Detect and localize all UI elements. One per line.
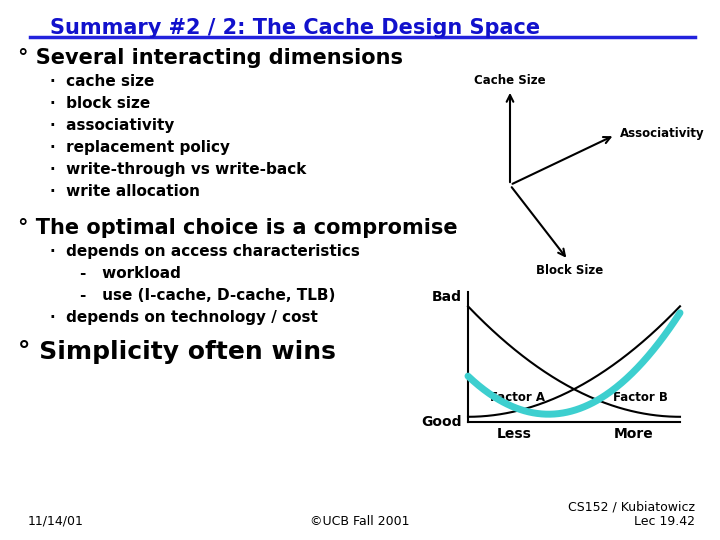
Text: Factor B: Factor B <box>613 391 668 404</box>
Text: Block Size: Block Size <box>536 264 603 277</box>
Text: -   workload: - workload <box>80 266 181 281</box>
Text: ·  block size: · block size <box>50 96 150 111</box>
Text: Summary #2 / 2: The Cache Design Space: Summary #2 / 2: The Cache Design Space <box>50 18 540 38</box>
Text: ° The optimal choice is a compromise: ° The optimal choice is a compromise <box>18 218 458 238</box>
Text: More: More <box>613 427 653 441</box>
Text: ·  replacement policy: · replacement policy <box>50 140 230 155</box>
Text: Associativity: Associativity <box>620 126 705 139</box>
Text: -   use (I-cache, D-cache, TLB): - use (I-cache, D-cache, TLB) <box>80 288 336 303</box>
Text: ©UCB Fall 2001: ©UCB Fall 2001 <box>310 515 410 528</box>
Text: Bad: Bad <box>432 290 462 304</box>
Text: ·  write-through vs write-back: · write-through vs write-back <box>50 162 307 177</box>
Text: 11/14/01: 11/14/01 <box>28 515 84 528</box>
Text: ° Several interacting dimensions: ° Several interacting dimensions <box>18 48 403 68</box>
Text: ·  write allocation: · write allocation <box>50 184 200 199</box>
Text: ·  depends on access characteristics: · depends on access characteristics <box>50 244 360 259</box>
Text: Factor A: Factor A <box>490 391 545 404</box>
Text: Cache Size: Cache Size <box>474 74 546 87</box>
Text: CS152 / Kubiatowicz
Lec 19.42: CS152 / Kubiatowicz Lec 19.42 <box>568 500 695 528</box>
Text: Less: Less <box>498 427 532 441</box>
Text: Good: Good <box>421 415 462 429</box>
Text: ·  depends on technology / cost: · depends on technology / cost <box>50 310 318 325</box>
Text: ° Simplicity often wins: ° Simplicity often wins <box>18 340 336 364</box>
Text: ·  cache size: · cache size <box>50 74 154 89</box>
Text: ·  associativity: · associativity <box>50 118 174 133</box>
